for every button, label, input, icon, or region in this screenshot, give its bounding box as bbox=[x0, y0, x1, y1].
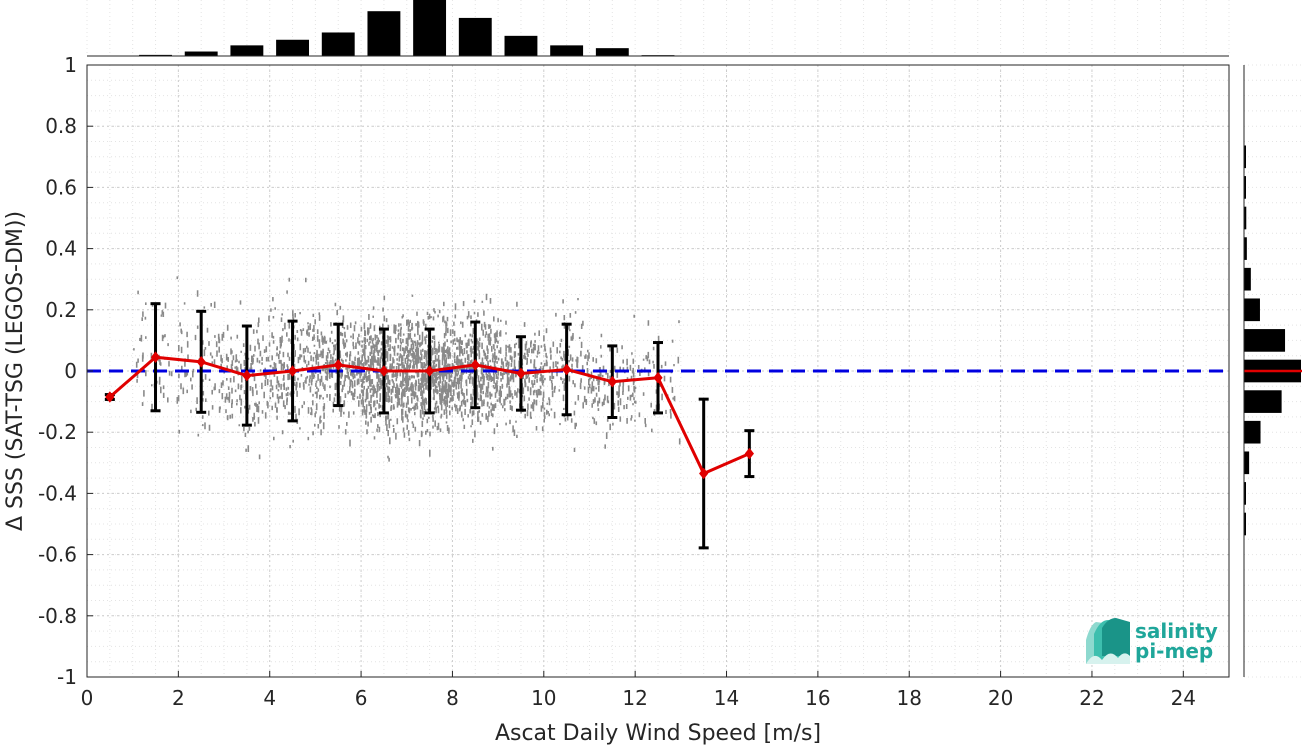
right-histogram-bar bbox=[1244, 267, 1251, 291]
x-tick-label: 16 bbox=[805, 686, 830, 710]
right-histogram-bar bbox=[1244, 145, 1246, 169]
y-tick-label: 0.8 bbox=[45, 114, 77, 138]
x-tick-label: 2 bbox=[172, 686, 185, 710]
y-tick-label: -0.2 bbox=[38, 420, 77, 444]
top-histogram-bar bbox=[413, 0, 447, 56]
right-histogram-bar bbox=[1244, 329, 1286, 352]
top-histogram-bar bbox=[321, 32, 355, 56]
right-histogram-bar bbox=[1244, 482, 1246, 505]
mean-marker bbox=[561, 363, 572, 376]
top-histogram-bar bbox=[230, 45, 264, 56]
right-histogram-bar bbox=[1244, 420, 1261, 444]
mean-marker bbox=[424, 365, 435, 377]
mean-marker bbox=[516, 367, 526, 380]
x-tick-label: 10 bbox=[531, 686, 556, 710]
x-tick-label: 12 bbox=[622, 686, 647, 710]
top-histogram-bar bbox=[458, 17, 492, 57]
mean-marker bbox=[470, 359, 480, 371]
top-histogram-bar bbox=[276, 39, 310, 56]
mean-marker bbox=[333, 359, 343, 371]
right-histogram-bar bbox=[1244, 390, 1282, 413]
x-tick-label: 24 bbox=[1171, 686, 1196, 710]
right-histogram-bar bbox=[1244, 451, 1250, 475]
y-tick-label: -0.8 bbox=[38, 604, 77, 628]
main-axes: 0 2 4 6 8 10 12 14 16 18 20 22 24 10.80.60.40.20-0.2… bbox=[38, 53, 1230, 710]
y-tick-label: -1 bbox=[57, 665, 77, 689]
top-histogram-bar bbox=[504, 35, 538, 56]
top-histogram-bar bbox=[184, 51, 218, 56]
top-histogram-bar bbox=[367, 11, 401, 56]
y-tick-label: -0.4 bbox=[38, 481, 77, 505]
mean-marker bbox=[379, 365, 389, 377]
x-tick-label: 22 bbox=[1079, 686, 1104, 710]
mean-marker bbox=[105, 391, 115, 403]
right-histogram bbox=[1243, 64, 1302, 678]
top-histogram-bar bbox=[139, 54, 172, 56]
mean-marker bbox=[196, 356, 206, 368]
mean-marker bbox=[242, 369, 252, 382]
y-tick-label: 0.4 bbox=[45, 237, 77, 261]
x-tick-label: 4 bbox=[263, 686, 276, 710]
x-tick-label: 8 bbox=[446, 686, 459, 710]
y-tick-label: -0.6 bbox=[38, 543, 77, 567]
x-tick-label: 20 bbox=[988, 686, 1013, 710]
right-histogram-bar bbox=[1244, 176, 1246, 199]
right-histogram-bar bbox=[1244, 298, 1260, 322]
y-axis-label: Δ SSS (SAT-TSG (LEGOS-DM)) bbox=[3, 211, 28, 531]
x-tick-label: 6 bbox=[355, 686, 368, 710]
mean-marker bbox=[699, 467, 709, 480]
right-histogram-bar bbox=[1244, 512, 1246, 536]
mean-marker bbox=[287, 365, 298, 377]
x-tick-label: 0 bbox=[81, 686, 94, 710]
mean-marker bbox=[744, 447, 755, 460]
logo-line2: pi-mep bbox=[1135, 639, 1213, 663]
y-axis-ticks: 1 0.8 0.6 0.4 0.2 0 -0.2 -0.4 -0.6 -0.8 -1 bbox=[38, 53, 93, 689]
y-tick-label: 0 bbox=[64, 359, 77, 383]
y-tick-label: 1 bbox=[64, 53, 77, 77]
y-tick-label: 0.2 bbox=[45, 298, 77, 322]
top-histogram-bar bbox=[595, 48, 629, 56]
salinity-pi-mep-logo: salinity pi-mep bbox=[1086, 618, 1218, 664]
right-histogram-bar bbox=[1244, 237, 1247, 260]
x-axis-label: Ascat Daily Wind Speed [m/s] bbox=[495, 721, 821, 746]
y-tick-label: 0.6 bbox=[45, 175, 77, 199]
right-histogram-bar bbox=[1244, 206, 1247, 230]
mean-marker bbox=[653, 371, 663, 384]
top-histogram-bar bbox=[550, 45, 584, 56]
x-tick-label: 14 bbox=[714, 686, 739, 710]
logo-wave-icon bbox=[1086, 618, 1130, 664]
x-axis-ticks: 0 2 4 6 8 10 12 14 16 18 20 22 24 bbox=[81, 671, 1196, 710]
top-histogram bbox=[86, 0, 1230, 57]
x-tick-label: 18 bbox=[897, 686, 922, 710]
mean-marker bbox=[150, 351, 161, 364]
logo-line1: salinity bbox=[1135, 619, 1218, 643]
mean-marker bbox=[607, 375, 617, 388]
mean-markers bbox=[105, 351, 755, 480]
